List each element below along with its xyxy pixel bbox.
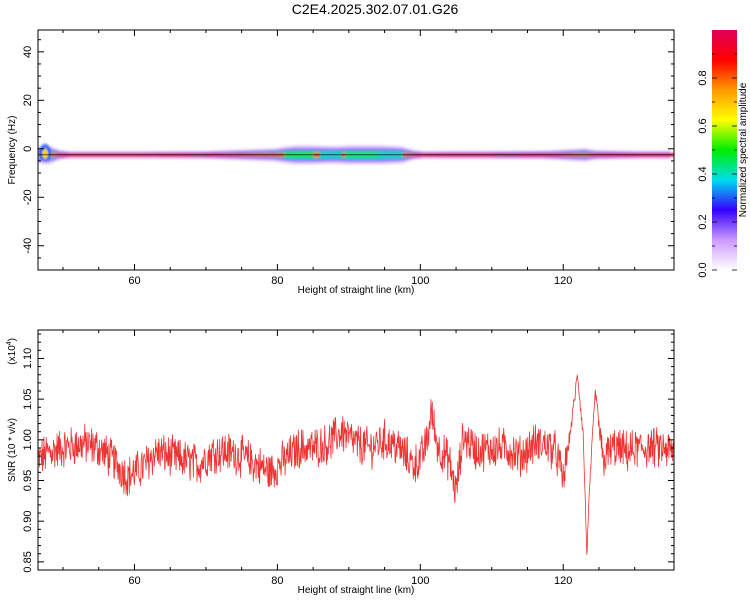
snr-xtick-120: 120 <box>554 575 572 587</box>
snr-xlabel: Height of straight line (km) <box>298 585 415 596</box>
colorbar: 0.0 0.2 0.4 0.6 0.8 Normalized spectral … <box>697 30 749 278</box>
snr-multiplier: (x104) <box>6 338 18 365</box>
spectrogram-ytick--40: -40 <box>22 238 34 254</box>
spectrogram-ticks <box>38 30 674 271</box>
svg-text:(x104): (x104) <box>6 338 18 365</box>
snr-xtick-100: 100 <box>411 575 429 587</box>
colorbar-tick-0.8: 0.8 <box>697 70 709 85</box>
spectrogram-ylabel: Frequency (Hz) <box>7 116 18 185</box>
snr-xtick-60: 60 <box>128 575 140 587</box>
spectrogram-panel: 60 80 100 120 -40 -20 0 20 40 Height of … <box>7 29 675 296</box>
snr-ytick-0.85: 0.85 <box>22 551 34 572</box>
colorbar-label: Normalized spectral amplitude <box>738 82 749 217</box>
spectrogram-xlabel: Height of straight line (km) <box>298 285 415 296</box>
snr-ylabel: SNR (10 * v/v) <box>7 418 18 482</box>
snr-series-line <box>38 374 674 555</box>
snr-ytick-1.00: 1.00 <box>22 429 34 450</box>
figure-title: C2E4.2025.302.07.01.G26 <box>292 1 459 17</box>
spectrogram-ytick--20: -20 <box>22 189 34 205</box>
colorbar-ticks <box>712 53 737 271</box>
snr-multiplier-close: ) <box>7 338 18 341</box>
colorbar-tick-0.4: 0.4 <box>697 166 709 181</box>
spectrogram-frame <box>37 29 675 271</box>
snr-ticks <box>38 330 674 570</box>
spectrogram-xtick-100: 100 <box>411 275 429 287</box>
snr-plot-area <box>38 330 674 570</box>
snr-multiplier-base: (x10 <box>7 345 18 365</box>
spectrogram-ytick-20: 20 <box>22 94 34 106</box>
snr-ytick-1.05: 1.05 <box>22 388 34 409</box>
spectrogram-xtick-60: 60 <box>128 275 140 287</box>
spectrogram-xtick-80: 80 <box>271 275 283 287</box>
spectrogram-xtick-120: 120 <box>554 275 572 287</box>
snr-multiplier-exp: 4 <box>6 341 13 345</box>
snr-frame <box>37 329 675 571</box>
snr-ytick-0.90: 0.90 <box>22 510 34 531</box>
snr-ytick-1.10: 1.10 <box>22 348 34 369</box>
colorbar-tick-0.2: 0.2 <box>697 214 709 229</box>
spectrogram-ytick-40: 40 <box>22 46 34 58</box>
colorbar-ramp <box>712 30 737 270</box>
spectrogram-ytick-0: 0 <box>22 146 34 152</box>
snr-ytick-0.95: 0.95 <box>22 470 34 491</box>
snr-panel: 60 80 100 120 0.85 0.90 0.95 1.00 1.05 1… <box>6 329 675 596</box>
colorbar-tick-0.0: 0.0 <box>697 262 709 277</box>
colorbar-tick-0.6: 0.6 <box>697 118 709 133</box>
spectral-band-edge-blob-core <box>42 148 49 159</box>
snr-xtick-80: 80 <box>271 575 283 587</box>
